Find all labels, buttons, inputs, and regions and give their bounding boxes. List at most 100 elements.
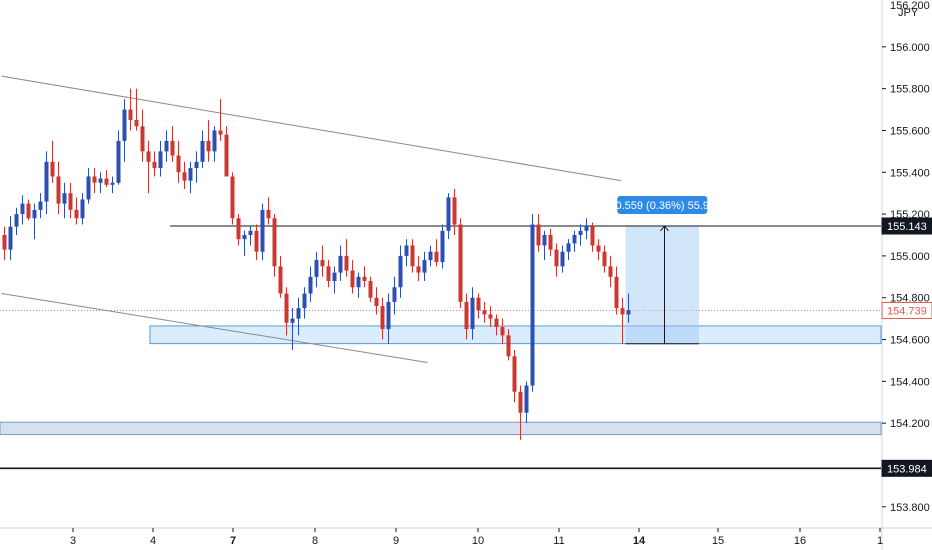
candle[interactable] xyxy=(512,349,517,403)
candle[interactable] xyxy=(404,239,409,267)
candle[interactable] xyxy=(218,99,223,141)
candle[interactable] xyxy=(182,161,187,189)
candle[interactable] xyxy=(578,224,583,246)
support-zone[interactable] xyxy=(149,325,882,345)
candle[interactable] xyxy=(362,266,367,288)
candle[interactable] xyxy=(110,176,115,194)
candle[interactable] xyxy=(482,301,487,323)
candle[interactable] xyxy=(302,287,307,319)
candle[interactable] xyxy=(572,230,577,252)
candle[interactable] xyxy=(104,170,109,187)
candle[interactable] xyxy=(50,140,55,183)
candle[interactable] xyxy=(158,140,163,177)
measure-box[interactable] xyxy=(625,225,700,344)
candle[interactable] xyxy=(608,255,613,288)
candle[interactable] xyxy=(230,172,235,225)
candle[interactable] xyxy=(410,239,415,273)
candle[interactable] xyxy=(152,151,157,177)
candle[interactable] xyxy=(470,287,475,340)
plot-area[interactable]: 0.559 (0.36%) 55.9 xyxy=(0,75,882,470)
candle[interactable] xyxy=(554,243,559,277)
candle[interactable] xyxy=(146,140,151,194)
candle[interactable] xyxy=(320,245,325,277)
candle[interactable] xyxy=(80,193,85,225)
candle[interactable] xyxy=(284,287,289,336)
candle[interactable] xyxy=(476,293,481,319)
candle[interactable] xyxy=(380,297,385,340)
candle[interactable] xyxy=(416,255,421,281)
candle[interactable] xyxy=(566,239,571,261)
candle[interactable] xyxy=(308,266,313,302)
candle[interactable] xyxy=(86,168,91,204)
candle[interactable] xyxy=(548,228,553,256)
candle[interactable] xyxy=(356,272,361,298)
candle[interactable] xyxy=(626,293,631,323)
candle[interactable] xyxy=(458,218,463,309)
candle[interactable] xyxy=(428,245,433,267)
candle[interactable] xyxy=(164,130,169,162)
candle[interactable] xyxy=(326,260,331,288)
candle[interactable] xyxy=(254,224,259,261)
candle[interactable] xyxy=(170,126,175,162)
candle[interactable] xyxy=(338,245,343,281)
candle[interactable] xyxy=(278,255,283,298)
candle[interactable] xyxy=(242,230,247,256)
candle[interactable] xyxy=(44,151,49,215)
candle[interactable] xyxy=(140,109,145,162)
candle[interactable] xyxy=(266,197,271,225)
candle[interactable] xyxy=(602,245,607,273)
support-zone[interactable] xyxy=(0,421,882,436)
candle[interactable] xyxy=(176,140,181,183)
candle[interactable] xyxy=(584,218,589,240)
candle[interactable] xyxy=(614,266,619,315)
candle[interactable] xyxy=(272,214,277,277)
time-axis[interactable]: 3 4 7 8 9 10 11 14 15 16 1 xyxy=(0,527,932,547)
candle[interactable] xyxy=(434,239,439,267)
candle[interactable] xyxy=(2,226,7,261)
candle[interactable] xyxy=(14,207,19,235)
candle[interactable] xyxy=(518,385,523,440)
candle[interactable] xyxy=(260,203,265,261)
candle[interactable] xyxy=(296,297,301,336)
candle[interactable] xyxy=(494,314,499,336)
candle[interactable] xyxy=(26,199,31,221)
candle[interactable] xyxy=(134,88,139,131)
candle[interactable] xyxy=(98,172,103,194)
candle[interactable] xyxy=(92,168,97,194)
candle[interactable] xyxy=(20,195,25,225)
candle[interactable] xyxy=(506,329,511,361)
candle[interactable] xyxy=(122,99,127,162)
candle[interactable] xyxy=(212,126,217,162)
candle[interactable] xyxy=(350,260,355,294)
candle[interactable] xyxy=(224,126,229,177)
candle[interactable] xyxy=(452,188,457,235)
candle[interactable] xyxy=(422,251,427,281)
candle[interactable] xyxy=(596,239,601,261)
candle[interactable] xyxy=(248,226,253,246)
candle[interactable] xyxy=(32,203,37,240)
candle[interactable] xyxy=(368,276,373,302)
price-axis[interactable]: 156.000155.800155.600155.400155.200155.0… xyxy=(881,0,932,550)
trendline[interactable] xyxy=(1,293,428,364)
candle[interactable] xyxy=(536,214,541,252)
candle[interactable] xyxy=(188,161,193,194)
candle[interactable] xyxy=(524,381,529,424)
candle[interactable] xyxy=(374,287,379,315)
candle[interactable] xyxy=(560,245,565,273)
candle[interactable] xyxy=(398,245,403,298)
candle[interactable] xyxy=(530,214,535,392)
candle[interactable] xyxy=(500,318,505,344)
candle[interactable] xyxy=(62,182,67,219)
candle[interactable] xyxy=(344,239,349,277)
candle[interactable] xyxy=(542,230,547,261)
candle[interactable] xyxy=(290,308,295,350)
candle[interactable] xyxy=(446,193,451,240)
candle[interactable] xyxy=(116,130,121,185)
candle[interactable] xyxy=(440,224,445,269)
candle[interactable] xyxy=(68,182,73,219)
candle[interactable] xyxy=(392,276,397,315)
trendline[interactable] xyxy=(1,75,622,182)
candle[interactable] xyxy=(488,306,493,327)
candle[interactable] xyxy=(236,214,241,246)
